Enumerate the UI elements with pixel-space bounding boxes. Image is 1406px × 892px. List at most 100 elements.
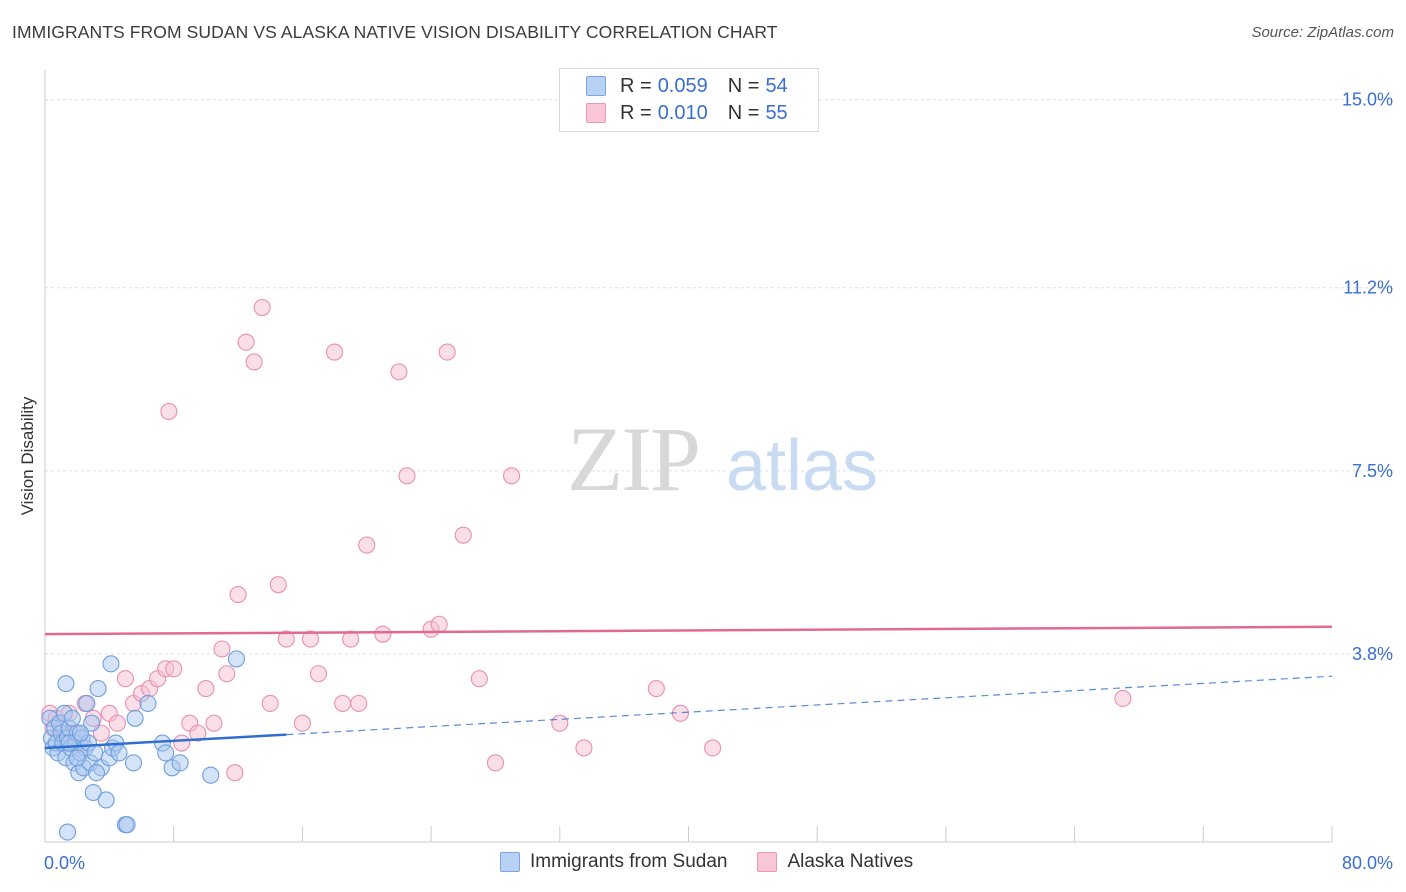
alaska-point-33 [269, 576, 287, 594]
alaska-point-29 [237, 333, 255, 351]
trend-lines [44, 625, 1333, 750]
n-value: 54 [765, 74, 788, 97]
alaska-point-35 [293, 714, 311, 732]
alaska-point-38 [326, 343, 344, 361]
r-value: 0.059 [657, 74, 708, 97]
sudan-point-53 [227, 650, 245, 668]
sudan-point-32 [58, 823, 77, 841]
x-tick-label-max: 80.0% [1342, 853, 1393, 873]
alaska-natives-points [41, 298, 1132, 782]
watermark-atlas: atlas [726, 426, 878, 506]
y-axis-label: Vision Disability [18, 396, 37, 516]
sudan-point-23 [78, 694, 96, 712]
x-tick-label-min: 0.0% [44, 853, 85, 873]
sudan-point-42 [110, 744, 128, 762]
sudan-trend-line [44, 733, 287, 750]
legend-row-alaska: R = 0.010 N = 55 [586, 100, 788, 126]
sudan-point-37 [87, 764, 106, 782]
alaska-point-37 [309, 665, 328, 683]
sudan-point-14 [63, 709, 81, 727]
alaska-point-13 [116, 670, 134, 688]
sudan-point-44 [118, 816, 136, 834]
alaska-point-24 [205, 714, 223, 732]
r-label: R = [620, 74, 652, 97]
alaska-point-57 [704, 739, 722, 757]
series-legend: Immigrants from Sudan Alaska Natives [500, 851, 943, 873]
watermark: ZIP atlas [567, 408, 878, 510]
sudan-point-28 [86, 744, 104, 762]
source-credit: Source: ZipAtlas.com [1251, 24, 1394, 41]
alaska-point-55 [647, 680, 665, 698]
alaska-point-41 [350, 694, 368, 712]
alaska-point-36 [301, 630, 319, 648]
alaska-point-53 [551, 714, 569, 732]
sudan-point-27 [84, 783, 102, 802]
watermark-zip: ZIP [567, 408, 699, 510]
alaska-point-49 [454, 526, 472, 544]
alaska-point-52 [502, 467, 521, 485]
sudan-trend-extension [286, 675, 1333, 736]
alaska-point-58 [1114, 689, 1132, 708]
r-label: R = [620, 101, 652, 124]
sudan-point-46 [126, 709, 144, 727]
legend-row-sudan: R = 0.059 N = 54 [586, 73, 788, 99]
y-tick-label-3: 15.0% [1342, 90, 1393, 110]
sudan-point-33 [68, 749, 86, 767]
sudan-point-29 [89, 680, 107, 698]
sudan-point-51 [171, 754, 189, 772]
alaska-point-34 [277, 630, 295, 648]
alaska-point-20 [173, 734, 191, 752]
alaska-point-31 [253, 298, 271, 317]
r-value: 0.010 [657, 101, 708, 124]
legend-label-alaska: Alaska Natives [787, 851, 914, 872]
legend-item-alaska[interactable]: Alaska Natives [757, 851, 913, 873]
alaska-point-50 [470, 670, 488, 688]
sudan-point-45 [124, 754, 143, 772]
sudan-point-52 [202, 766, 220, 784]
alaska-point-25 [213, 640, 231, 658]
legend-label-sudan: Immigrants from Sudan [530, 851, 728, 872]
pink-swatch [757, 852, 778, 872]
n-label: N = [727, 101, 760, 124]
alaska-point-45 [398, 467, 416, 485]
stats-legend: R = 0.059 N = 54 R = 0.010 N = 55 [559, 68, 819, 132]
blue-swatch [586, 76, 606, 96]
alaska-point-54 [575, 739, 593, 757]
alaska-point-42 [358, 536, 376, 554]
alaska-point-27 [226, 764, 244, 782]
alaska-point-48 [438, 343, 456, 361]
n-value: 55 [765, 101, 788, 124]
alaska-point-32 [261, 694, 279, 712]
alaska-point-26 [218, 665, 236, 683]
sudan-points [41, 650, 245, 841]
alaska-point-40 [342, 630, 360, 648]
alaska-point-12 [108, 714, 126, 732]
tick-labels: 3.8% 7.5% 11.2% 15.0% 0.0% 80.0% [44, 90, 1393, 873]
n-label: N = [727, 74, 760, 97]
legend-item-sudan[interactable]: Immigrants from Sudan [500, 851, 727, 873]
chart-title: IMMIGRANTS FROM SUDAN VS ALASKA NATIVE V… [12, 22, 778, 42]
y-tick-label-1: 7.5% [1352, 461, 1393, 481]
sudan-point-49 [157, 744, 175, 762]
alaska-point-59 [160, 402, 178, 421]
blue-swatch [500, 852, 520, 872]
y-tick-label-2: 11.2% [1343, 278, 1393, 298]
alaska-point-47 [430, 615, 448, 633]
sudan-point-39 [102, 655, 120, 673]
sudan-point-36 [97, 791, 115, 809]
sudan-point-47 [139, 694, 157, 712]
alaska-point-39 [334, 694, 352, 712]
alaska-point-19 [165, 660, 183, 678]
alaska-point-23 [197, 680, 215, 698]
gridlines [45, 99, 1394, 655]
alaska-point-51 [486, 754, 505, 772]
sudan-point-26 [83, 714, 101, 732]
alaska-point-30 [245, 353, 263, 371]
alaska-point-44 [390, 363, 408, 381]
alaska-point-43 [374, 625, 392, 643]
pink-swatch [586, 103, 606, 123]
sudan-point-30 [57, 675, 75, 693]
sudan-point-34 [71, 724, 89, 742]
alaska-point-28 [229, 586, 247, 604]
